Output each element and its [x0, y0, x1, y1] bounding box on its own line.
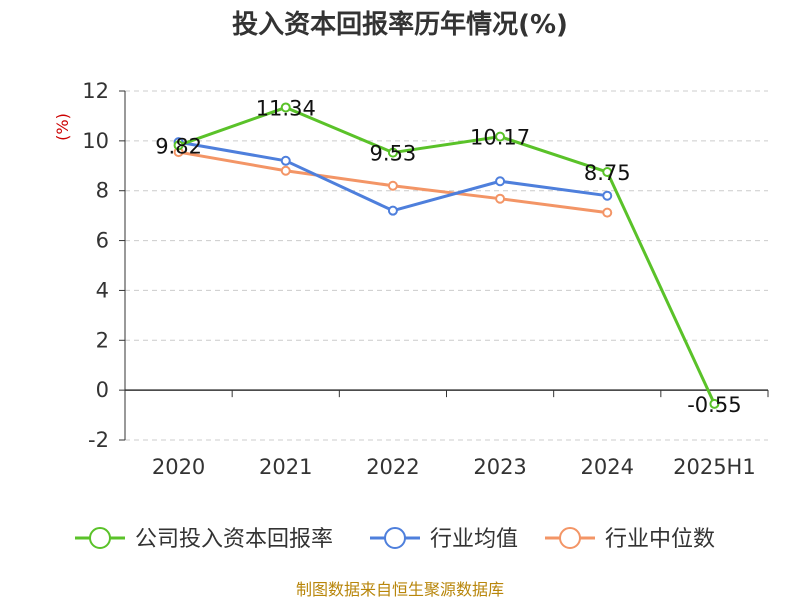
y-tick-label: 12 [82, 79, 109, 103]
legend: 公司投入资本回报率 行业均值 行业中位数 [75, 527, 715, 552]
legend-label: 行业均值 [430, 527, 518, 552]
data-point [495, 131, 506, 142]
data-point [602, 207, 613, 218]
y-tick-label: 6 [96, 229, 109, 253]
data-point [495, 176, 506, 187]
series-lines [173, 102, 720, 409]
legend-label: 公司投入资本回报率 [135, 527, 333, 552]
x-tick-labels: 2020 2021 2022 2023 2024 2025H1 [152, 455, 756, 479]
x-tick-label: 2021 [259, 455, 312, 479]
data-point [602, 190, 613, 201]
x-tick-label: 2024 [581, 455, 634, 479]
x-tick-label: 2023 [473, 455, 526, 479]
data-point [387, 205, 398, 216]
data-labels: 9.82 11.34 9.53 10.17 8.75 -0.55 [155, 96, 741, 416]
data-point [495, 193, 506, 204]
y-tick-label: 4 [96, 278, 109, 302]
y-tick-label: 10 [82, 129, 109, 153]
series-line [178, 105, 716, 405]
data-point [280, 165, 291, 176]
data-point [602, 167, 613, 178]
data-point [280, 155, 291, 166]
data-label: 9.53 [370, 142, 417, 166]
data-label: 11.34 [256, 96, 316, 120]
x-tick-label: 2022 [366, 455, 419, 479]
chart-title: 投入资本回报率历年情况(%) [232, 9, 568, 40]
data-label: 8.75 [584, 161, 631, 185]
axes [119, 90, 769, 441]
legend-swatch-marker [384, 527, 406, 549]
data-point [387, 180, 398, 191]
data-point [387, 147, 398, 158]
y-tick-label: 2 [96, 328, 109, 352]
y-tick-label: 0 [96, 378, 109, 402]
data-label: 9.82 [155, 134, 202, 158]
legend-swatch-marker [559, 527, 581, 549]
y-tick-label: 8 [96, 179, 109, 203]
y-axis-label: (%) [53, 113, 72, 141]
source-note: 制图数据来自恒生聚源数据库 [296, 580, 504, 599]
legend-label: 行业中位数 [605, 527, 715, 552]
data-point [709, 398, 720, 409]
data-label: -0.55 [687, 393, 741, 417]
y-tick-labels: -2 0 2 4 6 8 10 12 [82, 79, 109, 452]
x-tick-label: 2025H1 [673, 455, 756, 479]
x-tick-label: 2020 [152, 455, 205, 479]
data-label: 10.17 [470, 126, 530, 150]
legend-swatch-marker [89, 527, 111, 549]
y-tick-label: -2 [88, 428, 109, 452]
data-point [280, 102, 291, 113]
data-point [173, 140, 184, 151]
